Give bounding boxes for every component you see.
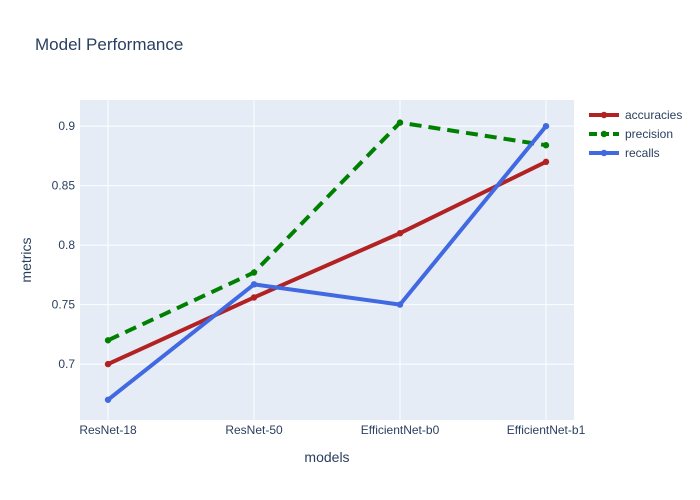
x-tick-label: ResNet-18	[79, 423, 137, 437]
series-precision[interactable]	[104, 119, 550, 344]
data-point[interactable]	[396, 301, 404, 308]
data-point[interactable]	[396, 230, 404, 237]
legend-label: recalls	[625, 146, 660, 160]
data-point[interactable]	[104, 360, 112, 368]
legend-label: precision	[625, 127, 673, 141]
chart-title: Model Performance	[35, 35, 183, 54]
legend-marker	[600, 130, 608, 138]
series-accuracies[interactable]	[104, 158, 550, 368]
data-point[interactable]	[104, 396, 112, 403]
series-recalls[interactable]	[104, 122, 550, 403]
legend-item-precision[interactable]: precision	[589, 127, 673, 141]
series-line-precision	[107, 120, 547, 343]
legend-item-recalls[interactable]: recalls	[589, 146, 660, 160]
data-point[interactable]	[250, 269, 258, 276]
y-tick-label: 0.85	[52, 179, 76, 193]
y-axis-title: metrics	[18, 237, 34, 282]
data-point[interactable]	[250, 281, 258, 288]
series-line-accuracies	[107, 160, 547, 366]
legend-label: accuracies	[625, 108, 682, 122]
legend-marker	[600, 149, 608, 157]
legend[interactable]: accuracies precision recalls	[589, 108, 682, 160]
data-point[interactable]	[542, 142, 550, 149]
data-point[interactable]	[396, 119, 404, 126]
x-tick-labels: ResNet-18 ResNet-50 EfficientNet-b0 Efficie…	[79, 423, 585, 437]
x-tick-label: EfficientNet-b1	[507, 423, 586, 437]
data-point[interactable]	[250, 294, 258, 301]
data-point[interactable]	[542, 122, 550, 130]
y-tick-labels: 0.7 0.75 0.8 0.85 0.9	[52, 119, 76, 371]
series-layer	[104, 119, 550, 403]
gridlines	[80, 100, 574, 420]
x-axis-title: models	[304, 449, 349, 465]
legend-item-accuracies[interactable]: accuracies	[589, 108, 682, 122]
data-point[interactable]	[104, 337, 112, 344]
y-tick-label: 0.75	[52, 298, 76, 312]
data-point[interactable]	[542, 158, 550, 166]
y-tick-label: 0.7	[58, 357, 75, 371]
x-tick-label: EfficientNet-b0	[361, 423, 440, 437]
plot-area	[80, 100, 574, 420]
x-tick-label: ResNet-50	[225, 423, 283, 437]
legend-marker	[600, 111, 608, 119]
y-tick-label: 0.8	[58, 238, 75, 252]
series-line-recalls	[106, 124, 548, 402]
y-tick-label: 0.9	[58, 119, 75, 133]
